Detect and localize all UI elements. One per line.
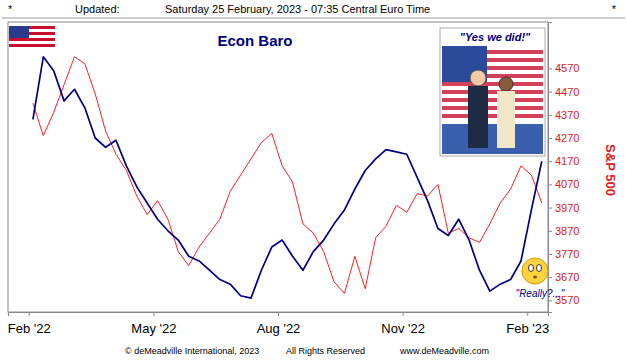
figure-body — [497, 91, 515, 148]
header-text: Updated: — [75, 3, 120, 15]
tick: Nov '22 — [381, 312, 425, 336]
flag-icon — [9, 26, 55, 47]
tick-label: 4170 — [555, 155, 579, 167]
footer-text: All Rights Reserved — [286, 346, 365, 356]
tick: 4070 — [548, 178, 579, 190]
picture-stripe — [442, 90, 543, 94]
emoji — [522, 258, 548, 284]
flag-stripe — [9, 44, 55, 47]
tick: 3670 — [548, 271, 579, 283]
tick-mark — [548, 231, 552, 232]
tick-label: Feb '22 — [8, 321, 51, 336]
tick: Aug '22 — [257, 312, 301, 336]
header-text: * — [8, 3, 13, 15]
tick-label: 4070 — [555, 178, 579, 190]
tick-mark — [548, 254, 552, 255]
picture-stripe — [442, 114, 543, 118]
axis-line — [9, 313, 549, 317]
header-text: * — [612, 3, 617, 15]
plot-frame — [8, 22, 548, 312]
footer-text: www.deMeadville.com — [399, 346, 489, 356]
flag-stripe — [9, 41, 55, 44]
picture-stripe — [442, 106, 543, 110]
tick-mark — [153, 312, 154, 316]
tick-label: 3670 — [555, 271, 579, 283]
tick: 4170 — [548, 155, 579, 167]
chart-title: Econ Baro — [217, 32, 292, 49]
tick-mark — [548, 161, 552, 162]
emoji-face — [522, 258, 548, 284]
tick-mark — [548, 138, 552, 139]
tick: Feb '23 — [506, 312, 549, 336]
picture: "Yes we did!" — [440, 28, 545, 156]
tick: Feb '22 — [8, 312, 51, 336]
emoji-eye — [529, 265, 534, 272]
tick-mark — [527, 312, 528, 316]
tick-label: 3870 — [555, 225, 579, 237]
tick-label: Nov '22 — [381, 321, 425, 336]
tick: May '22 — [131, 312, 176, 336]
tick-mark — [548, 92, 552, 93]
tick-label: Feb '23 — [506, 321, 549, 336]
x-axis: Feb '22 May '22 Aug '22 Nov '22 Feb '23 — [8, 312, 549, 336]
flag-stripe — [9, 38, 55, 41]
tick: 3970 — [548, 202, 579, 214]
tick-mark — [29, 312, 30, 316]
figure-body — [468, 86, 488, 148]
tick-mark — [548, 68, 552, 69]
tick-label: 3770 — [555, 248, 579, 260]
header-rule — [2, 18, 625, 19]
y-axis: 3570367037703870397040704170427043704470… — [548, 23, 579, 313]
tick: 3770 — [548, 248, 579, 260]
header-text: Saturday 25 February, 2023 - 07:35 Centr… — [165, 3, 430, 15]
tick-mark — [548, 208, 552, 209]
emoji-mouth — [533, 276, 537, 279]
emoji-eye — [537, 265, 542, 272]
picture-bg — [440, 28, 545, 156]
tick-mark — [548, 300, 552, 301]
tick: 4270 — [548, 132, 579, 144]
picture-ground — [442, 124, 543, 154]
tick: 3870 — [548, 225, 579, 237]
figure-head — [470, 70, 486, 86]
tick-label: Aug '22 — [257, 321, 301, 336]
flag-canton — [9, 26, 29, 38]
tick: 4370 — [548, 109, 579, 121]
footer-text: © deMeadville International, 2023 — [125, 346, 259, 356]
tick-mark — [278, 312, 279, 316]
tick-mark — [548, 115, 552, 116]
tick: 4470 — [548, 86, 579, 98]
axis-line — [549, 23, 553, 313]
tick-mark — [548, 277, 552, 278]
annotation: "Yes we did!" — [460, 31, 531, 43]
tick-label: 4470 — [555, 86, 579, 98]
picture-stripe — [442, 82, 543, 86]
tick: 4570 — [548, 62, 579, 74]
axis-title: S&P 500 — [603, 144, 618, 196]
tick-label: 3970 — [555, 202, 579, 214]
figure-head — [499, 77, 513, 91]
tick-label: 4370 — [555, 109, 579, 121]
tick-label: May '22 — [131, 321, 176, 336]
tick-label: 4570 — [555, 62, 579, 74]
tick-mark — [548, 184, 552, 185]
annotation: "Really?..." — [516, 288, 565, 299]
chart: * Updated: Saturday 25 February, 2023 - 07… — [0, 0, 627, 363]
picture-stripe — [442, 98, 543, 102]
tick-mark — [403, 312, 404, 316]
tick-label: 4270 — [555, 132, 579, 144]
